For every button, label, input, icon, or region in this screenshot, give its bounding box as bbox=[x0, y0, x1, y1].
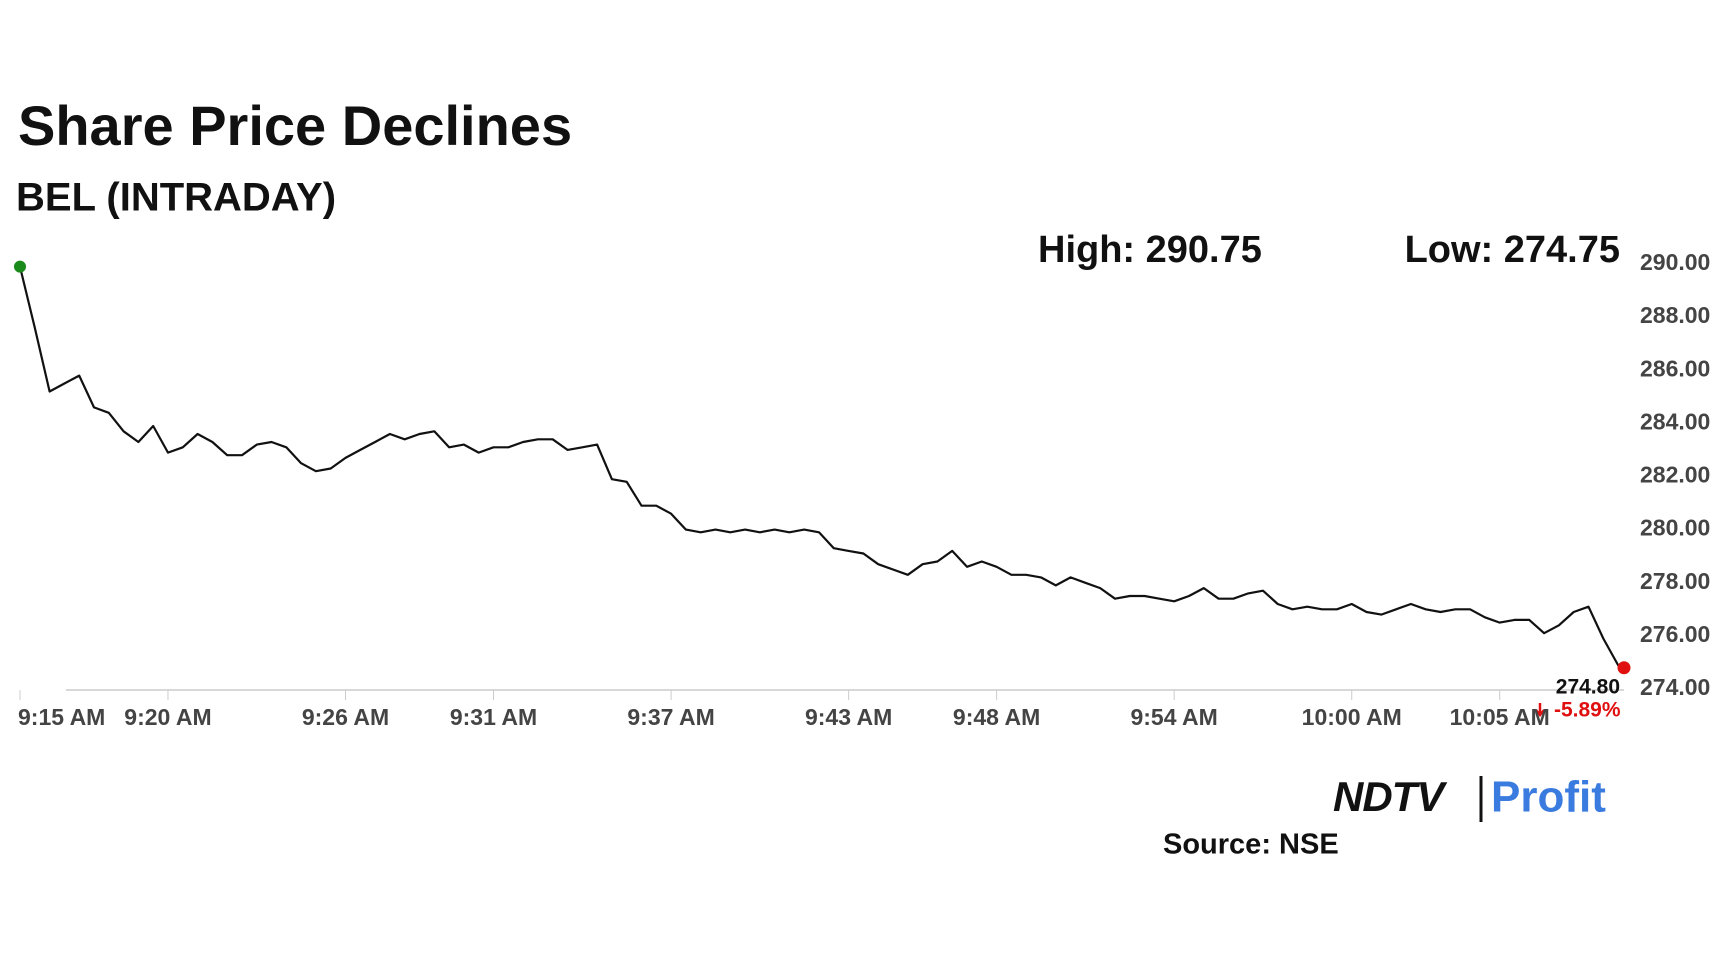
y-tick-label: 286.00 bbox=[1640, 355, 1710, 381]
low-label: Low: 274.75 bbox=[1405, 229, 1620, 271]
price-line bbox=[18, 266, 1625, 669]
change-label: -5.89% bbox=[1554, 699, 1621, 722]
source: Source: NSE bbox=[1163, 829, 1339, 861]
y-tick-label: 274.00 bbox=[1640, 674, 1710, 700]
end-point bbox=[1617, 661, 1631, 675]
x-tick-label: 9:15 AM bbox=[18, 704, 105, 730]
y-tick-label: 276.00 bbox=[1640, 621, 1710, 647]
x-tick-label: 9:54 AM bbox=[1130, 704, 1217, 730]
chart-subtitle: BEL (INTRADAY) bbox=[16, 176, 336, 220]
x-tick-label: 9:37 AM bbox=[627, 704, 714, 730]
y-tick-label: 280.00 bbox=[1640, 515, 1710, 541]
y-tick-label: 284.00 bbox=[1640, 408, 1710, 434]
y-tick-label: 282.00 bbox=[1640, 462, 1710, 488]
down-arrow bbox=[1535, 703, 1545, 718]
y-tick-label: 278.00 bbox=[1640, 568, 1710, 594]
y-tick-label: 288.00 bbox=[1640, 302, 1710, 328]
x-tick-label: 9:31 AM bbox=[450, 704, 537, 730]
value-label: 274.80 bbox=[1556, 675, 1620, 698]
x-tick-label: 10:05 AM bbox=[1450, 704, 1550, 730]
logo-profit: Profit bbox=[1491, 773, 1606, 822]
chart-title: Share Price Declines bbox=[18, 94, 572, 157]
y-tick-label: 290.00 bbox=[1640, 249, 1710, 275]
x-tick-label: 9:48 AM bbox=[953, 704, 1040, 730]
start-point bbox=[14, 260, 26, 273]
logo-ndtv: NDTV bbox=[1333, 773, 1447, 820]
high-label: High: 290.75 bbox=[1038, 229, 1262, 271]
x-tick-label: 9:43 AM bbox=[805, 704, 892, 730]
x-tick-label: 10:00 AM bbox=[1302, 704, 1402, 730]
x-tick-label: 9:20 AM bbox=[124, 704, 211, 730]
x-tick-label: 9:26 AM bbox=[302, 704, 389, 730]
